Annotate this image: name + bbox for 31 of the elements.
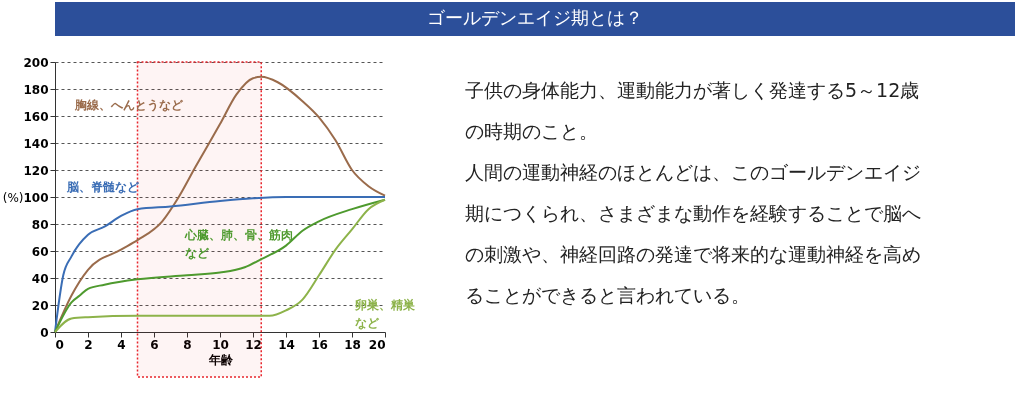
series-label: 脳、脊髄など: [66, 180, 140, 194]
x-tick-label: 20: [368, 337, 386, 352]
y-tick-label: 160: [23, 109, 49, 124]
x-tick-label: 12: [245, 337, 262, 352]
x-tick-label: 10: [212, 337, 229, 352]
x-tick-label: 8: [183, 337, 192, 352]
y-tick-label: 200: [23, 55, 49, 70]
text: 卵巣、精巣など: [354, 298, 415, 330]
text: 人間の運動神経のほとんどは、このゴールデンエイジ期につくられ、さまざまな動作を経験することで脳への刺激や、神経回路の発達で将来的な運動神経を高めることができると言われている。: [465, 161, 921, 306]
x-tick-label: 16: [311, 337, 328, 352]
x-tick-label: 14: [278, 337, 295, 352]
x-tick-label: 18: [344, 337, 361, 352]
y-tick-label: 40: [31, 271, 49, 286]
y-tick-label: 120: [23, 163, 49, 178]
y-tick-label: 140: [23, 136, 49, 151]
y-tick-label: 180: [23, 82, 49, 97]
text: 子供の身体能力、運動能力が著しく発達する5～12歳の時期のこと。: [465, 79, 920, 142]
x-tick-label: 0: [55, 337, 64, 352]
x-axis-title: 年齢: [207, 352, 234, 367]
x-tick-label: 2: [84, 337, 93, 352]
y-tick-label: 100: [23, 190, 49, 205]
text: ゴールデンエイジ期とは？: [427, 7, 643, 28]
y-tick-label: 60: [31, 244, 49, 259]
x-tick-label: 4: [117, 337, 126, 352]
x-tick-label: 6: [150, 337, 159, 352]
y-axis-title: (%): [2, 190, 24, 205]
text: 胸線、へんとうなど: [74, 98, 184, 112]
y-tick-label: 0: [40, 325, 49, 340]
y-tick-label: 20: [31, 298, 49, 313]
series-label: 心臓、肺、骨、筋肉など: [184, 228, 293, 260]
y-tick-label: 80: [31, 217, 49, 232]
